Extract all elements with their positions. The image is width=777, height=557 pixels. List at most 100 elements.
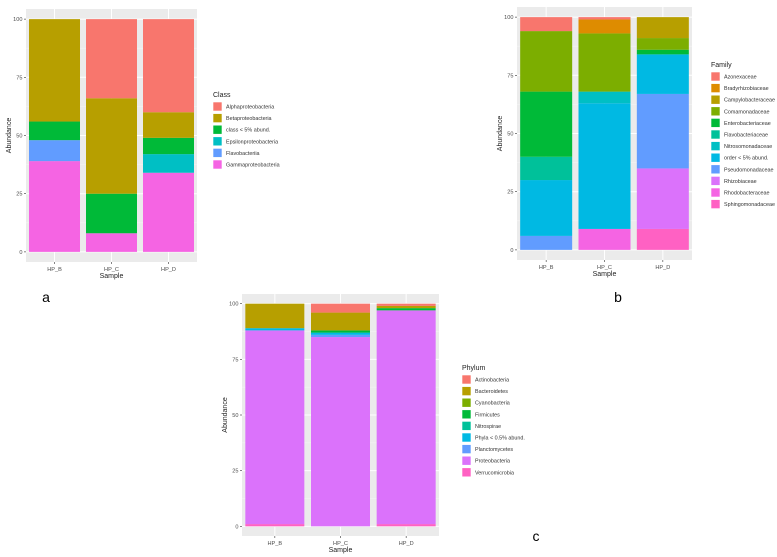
bar-segment-epsilonproteobacteria-hp-d — [143, 154, 194, 173]
legend-label: Enterobacteriaceae — [724, 121, 771, 127]
legend-label: Flavobacteriaceae — [724, 133, 768, 139]
bar-segment-phyla-0-5-abund--hp-c — [311, 332, 370, 335]
legend-label: Firmicutes — [475, 412, 500, 418]
bar-segment-rhizobiaceae-hp-d — [636, 168, 689, 229]
bar-segment-gammaproteobacteria-hp-b — [29, 161, 80, 252]
x-axis-title: Sample — [329, 547, 353, 554]
bar-segment-betaproteobacteria-hp-b — [29, 19, 80, 122]
bar-segment-gammaproteobacteria-hp-d — [143, 172, 194, 252]
legend-label: Rhizobiaceae — [724, 179, 757, 185]
legend-label: Verrucomicrobia — [475, 470, 514, 476]
y-tick-label: 75 — [16, 75, 22, 81]
bar-segment-bacteroidetes-hp-d — [376, 305, 436, 309]
y-axis-title: Abundance — [6, 118, 13, 154]
y-tick-label: 0 — [235, 524, 238, 530]
x-tick-label: HP_D — [161, 267, 176, 273]
legend-label: Nitrosomonadaceae — [724, 144, 772, 150]
legend-title: Phylum — [462, 365, 486, 372]
legend-swatch — [710, 152, 721, 163]
bar-segment-enterobacteriaceae-hp-d — [636, 49, 689, 55]
legend-swatch — [461, 397, 472, 408]
bar-segment-sphingomonadaceae-hp-d — [636, 228, 689, 250]
bar-segment-class-5-abund--hp-c — [86, 193, 137, 234]
y-tick-label: 25 — [16, 192, 22, 198]
bar-segment-phyla-0-5-abund--hp-b — [245, 328, 305, 331]
bar-segment-gammaproteobacteria-hp-c — [86, 233, 137, 252]
bar-segment-azonexaceae-hp-c — [578, 17, 631, 20]
legend-swatch — [710, 118, 721, 128]
legend-swatch — [461, 467, 472, 478]
y-tick-label: 50 — [16, 134, 22, 140]
y-axis-title: Abundance — [222, 397, 229, 433]
bar-segment-verrucomicrobia-hp-b — [245, 524, 305, 527]
bar-segment-pseudomonadaceae-hp-d — [636, 93, 689, 169]
bar-segment-alphaproteobacteria-hp-d — [143, 19, 194, 113]
legend-label: Gammaproteobacteria — [226, 163, 280, 169]
bar-segment-comamonadaceae-hp-b — [520, 31, 573, 92]
legend-swatch — [212, 124, 223, 135]
x-tick-label: HP_C — [597, 265, 612, 271]
legend-label: Flavobacteriia — [226, 151, 260, 157]
legend-swatch — [710, 94, 721, 105]
legend-label: Planctomycetes — [475, 447, 513, 453]
legend-swatch — [212, 101, 223, 112]
legend-label: Phyla < 0.5% abund. — [475, 436, 525, 442]
bar-segment-bacteroidetes-hp-b — [245, 303, 305, 329]
legend-label: Proteobacteria — [475, 459, 510, 465]
legend-title: Family — [711, 62, 732, 69]
legend-label: Bradyrhizobiaceae — [724, 86, 769, 92]
x-axis-title: Sample — [100, 273, 124, 280]
bar-segment-rhodobacteraceae-hp-c — [578, 228, 631, 250]
legend-label: Rhodobacteraceae — [724, 191, 770, 197]
x-tick-label: HP_C — [104, 267, 119, 273]
bar-segment-flavobacteriia-hp-b — [29, 140, 80, 162]
legend-label: Bacteroidetes — [475, 389, 508, 395]
bar-segment-proteobacteria-hp-b — [245, 330, 305, 525]
chart-panel-b: HP_B HP_C HP_D 0 25 50 75 100 Sample Abundance Fam… — [497, 7, 775, 305]
panel-label: b — [614, 289, 622, 305]
legend-label: Cyanobacteria — [475, 401, 510, 407]
legend-label: Campylobacteraceae — [724, 98, 775, 104]
legend-swatch — [461, 432, 472, 443]
bar-segment-class-5-abund--hp-b — [29, 121, 80, 141]
bar-segment-flavobacteriaceae-hp-b — [520, 156, 573, 181]
legend-label: Pseudomonadaceae — [724, 167, 773, 173]
legend-swatch — [212, 136, 223, 147]
legend-label: Nitrospirae — [475, 424, 501, 430]
y-axis-title: Abundance — [497, 116, 504, 152]
y-tick-label: 75 — [232, 357, 238, 363]
chart-panel-a: HP_B HP_C HP_D 0 25 50 75 100 Sample Abundance Cla… — [6, 9, 280, 305]
bar-segment-betaproteobacteria-hp-d — [143, 112, 194, 138]
panel-label: c — [533, 528, 540, 544]
legend-label: Actinobacteria — [475, 378, 509, 384]
legend-swatch — [710, 176, 721, 186]
bar-segment-campylobacteraceae-hp-d — [636, 17, 689, 39]
bar-segment-order-5-abund--hp-c — [578, 103, 631, 229]
y-tick-label: 50 — [507, 132, 513, 138]
y-tick-label: 100 — [229, 302, 238, 308]
y-tick-label: 75 — [507, 73, 513, 79]
bar-segment-proteobacteria-hp-d — [376, 310, 436, 525]
x-tick-label: HP_C — [333, 541, 348, 547]
y-tick-label: 50 — [232, 413, 238, 419]
legend-label: Betaproteobacteria — [226, 116, 272, 122]
bar-segment-betaproteobacteria-hp-c — [86, 98, 137, 194]
bar-segment-comamonadaceae-hp-d — [636, 38, 689, 50]
bar-segment-proteobacteria-hp-c — [311, 337, 370, 527]
bar-segment-planctomycetes-hp-c — [311, 334, 370, 338]
legend-label: Azonexaceae — [724, 75, 757, 81]
bar-segment-actinobacteria-hp-c — [311, 303, 370, 313]
bar-segment-alphaproteobacteria-hp-c — [86, 19, 137, 99]
y-tick-label: 0 — [510, 248, 513, 254]
legend-swatch — [461, 444, 472, 454]
legend-swatch — [461, 386, 472, 396]
legend-label: order < 5% abund. — [724, 156, 769, 162]
legend-swatch — [710, 106, 721, 117]
legend-swatch — [710, 164, 721, 175]
bar-segment-enterobacteriaceae-hp-b — [520, 91, 573, 157]
y-tick-label: 0 — [19, 250, 22, 256]
legend-swatch — [212, 113, 223, 123]
legend-label: Epsilonproteobacteria — [226, 139, 278, 145]
legend-swatch — [461, 455, 472, 466]
legend-label: class < 5% abund. — [226, 128, 270, 134]
